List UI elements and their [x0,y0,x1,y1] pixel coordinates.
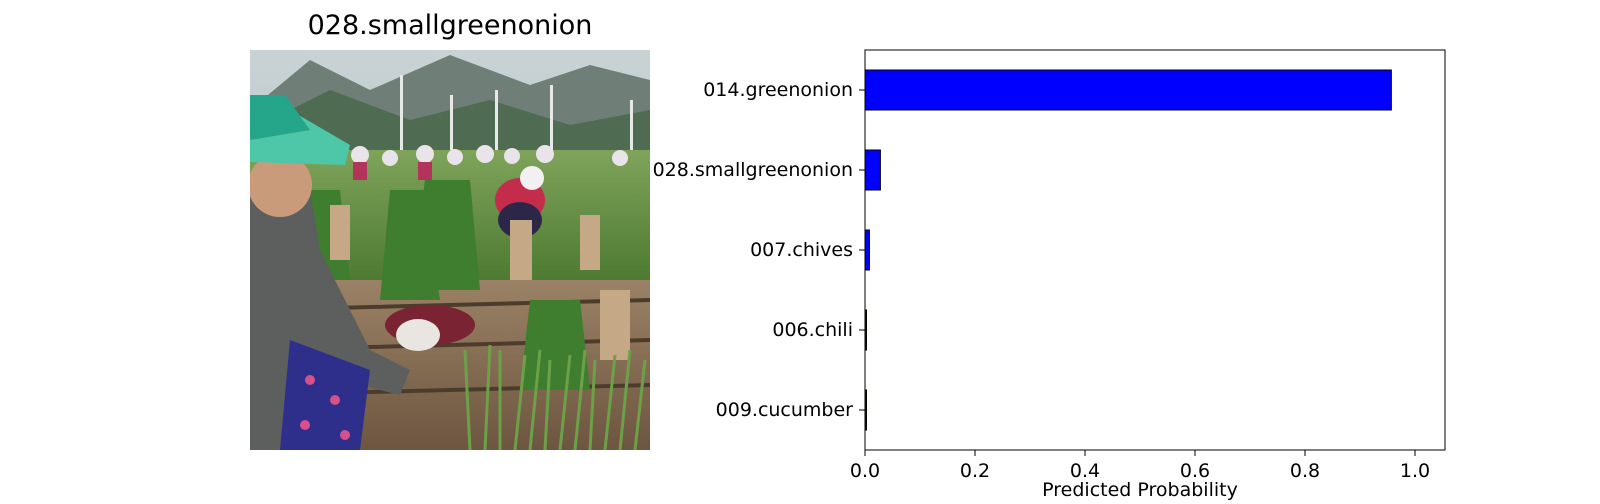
x-axis: 0.0 0.2 0.4 0.6 0.8 1.0 [850,450,1430,482]
bars-layer [864,69,1392,431]
y-tick-label: 007.chives [750,239,853,261]
farm-field-photo [250,50,650,450]
x-axis-label: Predicted Probability [1042,479,1238,500]
y-tick-label: 009.cucumber [716,399,854,421]
x-tick-label: 0.2 [960,460,990,482]
bar-014.greenonion [864,69,1392,111]
x-tick-label: 0.6 [1180,460,1210,482]
bar-009.cucumber [864,389,867,431]
y-tick-label: 014.greenonion [703,79,853,101]
x-tick-label: 0.0 [850,460,880,482]
bar-007.chives [864,229,870,271]
y-axis: 014.greenonion 028.smallgreenonion 007.chi… [653,79,865,421]
bar-028.smallgreenonion [864,149,881,191]
x-tick-label: 0.4 [1070,460,1100,482]
x-tick-label: 1.0 [1400,460,1430,482]
bar-006.chili [864,309,867,351]
x-tick-label: 0.8 [1290,460,1320,482]
sample-photo [250,50,650,450]
y-tick-label: 028.smallgreenonion [653,159,853,181]
image-title: 028.smallgreenonion [307,10,593,41]
y-tick-label: 006.chili [772,319,853,341]
